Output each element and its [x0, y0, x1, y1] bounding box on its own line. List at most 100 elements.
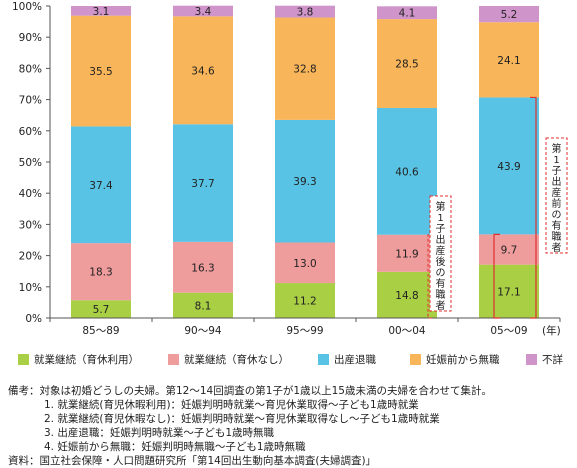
data-label: 5.7: [93, 304, 110, 316]
bar-segment: [479, 264, 539, 318]
y-tick-label: 0%: [25, 313, 42, 325]
legend-swatch: [410, 354, 421, 365]
bar-segment: [275, 119, 335, 243]
y-axis: 0% 10% 20% 30% 40% 50% 60% 70% 80% 90% 100%: [12, 1, 51, 325]
data-label: 14.8: [395, 290, 418, 302]
annotation-before-birth: 第 1 子出産前の有職者: [545, 137, 568, 254]
x-tick-label: 00～04: [388, 325, 426, 337]
data-label: 11.2: [293, 296, 316, 308]
data-label: 4.1: [399, 8, 416, 20]
legend-swatch: [526, 354, 537, 365]
data-label: 34.6: [191, 65, 215, 77]
x-axis: 85～89 90～94 95～99 00～04 05～09 (年): [49, 317, 561, 337]
data-label: 37.7: [191, 178, 214, 190]
legend-item: 不詳: [526, 352, 563, 367]
note-remark: 備考：対象は初婚どうしの夫婦。第12～14回調査の第1子が1歳以上15歳未満の夫…: [8, 385, 492, 397]
bar-segment: [479, 234, 539, 265]
legend-label: 妊娠前から無職: [426, 354, 500, 366]
legend-label: 出産退職: [334, 354, 376, 366]
x-tick-label: 85～89: [82, 325, 119, 337]
bars: 5.7 18.3 37.4 35.5 3.1 8.1 16.3 37.7 34.6 3.4 11.2…: [71, 5, 539, 318]
annotation-bracket: [493, 233, 500, 319]
data-label: 3.8: [297, 7, 314, 19]
x-tick-label: 90～94: [184, 325, 222, 337]
y-tick-label: 70%: [19, 95, 42, 107]
legend-label: 不詳: [542, 354, 563, 366]
note-definition-3: 3. 出産退職：妊娠判明時就業～子ども1歳時無職: [44, 427, 275, 439]
notes: 備考：対象は初婚どうしの夫婦。第12～14回調査の第1子が1歳以上15歳未満の夫…: [8, 384, 573, 468]
data-label: 13.0: [293, 258, 316, 270]
data-label: 17.1: [497, 286, 520, 298]
data-label: 32.8: [293, 64, 316, 76]
note-source: 資料：国立社会保障・人口問題研究所「第14回出生動向基本調査(夫婦調査)」: [8, 455, 377, 467]
data-label: 18.3: [89, 267, 112, 279]
legend-item: 出産退職: [318, 352, 376, 367]
note-definition-1: 1. 就業継続(育児休暇利用)：妊娠判明時就業～育児休業取得～子ども1歳時就業: [44, 399, 419, 411]
data-label: 28.5: [395, 59, 418, 71]
y-tick-label: 60%: [19, 126, 42, 138]
y-tick-label: 20%: [19, 251, 42, 263]
bar-segment: [173, 5, 233, 17]
legend-item: 妊娠前から無職: [410, 352, 500, 367]
bar-segment: [377, 19, 437, 109]
bar-segment: [377, 6, 437, 20]
annotation-after-birth: 第 1 子出産後の有職者: [429, 195, 452, 312]
bar-segment: [275, 283, 335, 318]
bar-segment: [173, 124, 233, 242]
data-label: 24.1: [497, 55, 520, 67]
data-label: 11.9: [395, 248, 418, 260]
legend-item: 就業継続（育休利用）: [18, 352, 139, 367]
x-tick-label: 95～99: [286, 325, 323, 337]
stacked-bar-chart: 0% 10% 20% 30% 40% 50% 60% 70% 80% 90% 100% 5.7 18.…: [12, 1, 568, 337]
bar-segment: [71, 243, 131, 301]
y-tick-label: 30%: [19, 219, 42, 231]
data-label: 3.4: [195, 6, 212, 18]
bar-segment: [71, 126, 131, 244]
y-tick-label: 100%: [12, 1, 42, 13]
data-label: 16.3: [191, 262, 214, 274]
bar-segment: [71, 6, 131, 16]
legend: 就業継続（育休利用） 就業継続（育休なし） 出産退職 妊娠前から無職 不詳: [18, 352, 577, 368]
data-label: 39.3: [293, 176, 316, 188]
legend-swatch: [168, 354, 179, 365]
annotation-box: [545, 137, 568, 254]
annotation-label: 第 1 子出産後の有職者: [436, 200, 446, 312]
bar-segment: [173, 16, 233, 125]
legend-swatch: [18, 354, 29, 365]
annotation-label: 第 1 子出産前の有職者: [552, 142, 562, 254]
bar-segment: [377, 234, 437, 272]
data-label: 40.6: [395, 166, 419, 178]
data-label: 35.5: [89, 66, 112, 78]
legend-item: 就業継続（育休なし）: [168, 352, 289, 367]
bar-segment: [479, 22, 539, 98]
data-label: 5.2: [501, 9, 518, 21]
legend-label: 就業継続（育休利用）: [34, 354, 139, 366]
data-label: 43.9: [497, 161, 520, 173]
bar-segment: [377, 271, 437, 318]
bar-segment: [71, 300, 131, 318]
y-tick-label: 80%: [19, 63, 42, 75]
data-label: 3.1: [93, 6, 110, 18]
bar-segment: [173, 241, 233, 293]
data-label: 8.1: [195, 300, 212, 312]
x-unit-label: (年): [542, 324, 561, 337]
legend-label: 就業継続（育休なし）: [184, 354, 289, 366]
y-tick-label: 90%: [19, 32, 42, 44]
bar-segment: [275, 5, 335, 18]
bar-segment: [173, 292, 233, 318]
bar-segment: [479, 97, 539, 235]
bar-segment: [479, 6, 539, 23]
x-tick-label: 05～09: [490, 325, 527, 337]
annotation-box: [429, 195, 452, 312]
y-tick-label: 10%: [19, 282, 42, 294]
bar-segment: [275, 242, 335, 284]
annotation-bracket: [530, 96, 537, 319]
legend-swatch: [318, 354, 329, 365]
note-definition-4: 4. 妊娠前から無職：妊娠判明時無職～子ども1歳時無職: [44, 441, 306, 453]
bar-segment: [275, 17, 335, 120]
data-label: 37.4: [89, 180, 113, 192]
annotations: 第 1 子出産後の有職者 第 1 子出産前の有職者: [427, 96, 568, 319]
bar-segment: [71, 15, 131, 127]
y-tick-label: 40%: [19, 188, 42, 200]
data-label: 9.7: [501, 245, 518, 257]
